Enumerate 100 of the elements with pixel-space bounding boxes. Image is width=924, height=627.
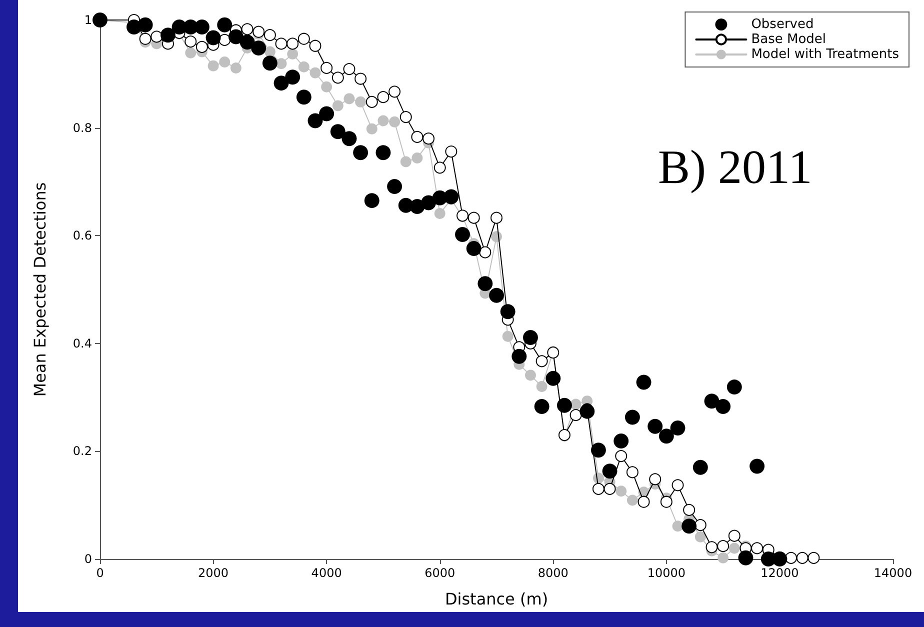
point [230, 62, 242, 74]
point [500, 304, 516, 320]
point [387, 179, 402, 194]
point [672, 520, 684, 532]
point [616, 486, 627, 497]
point [626, 494, 638, 506]
point [649, 473, 662, 486]
x-tick-label: 0 [96, 566, 104, 580]
point [196, 40, 208, 53]
point [489, 288, 504, 303]
y-tick-label: 0.6 [72, 228, 92, 243]
point [344, 93, 355, 104]
point [378, 115, 389, 126]
point [524, 370, 536, 381]
point [287, 48, 298, 60]
point [692, 460, 708, 475]
point [682, 518, 697, 534]
point [308, 113, 323, 128]
x-tick-label: 6000 [424, 566, 456, 580]
point [478, 276, 493, 292]
legend-label: Observed [751, 17, 814, 32]
point [590, 442, 606, 458]
point [738, 550, 754, 566]
point [412, 152, 423, 164]
point [217, 17, 232, 32]
point [252, 26, 265, 38]
point [240, 34, 255, 50]
point [624, 410, 640, 425]
point [310, 67, 321, 78]
point [228, 29, 244, 44]
y-tick-label: 0.4 [72, 336, 92, 350]
point [546, 370, 561, 386]
point [718, 552, 729, 564]
point [298, 61, 310, 72]
point [502, 330, 514, 342]
x-axis-title: Distance (m) [444, 590, 548, 608]
point [466, 241, 482, 256]
point [728, 542, 740, 554]
point [342, 131, 357, 146]
point [376, 145, 391, 160]
y-tick-label: 0 [84, 552, 92, 566]
point [660, 496, 672, 508]
point [355, 96, 366, 108]
point [704, 394, 720, 409]
point [444, 189, 459, 204]
point [389, 116, 400, 128]
point [772, 552, 788, 566]
point [648, 418, 663, 434]
point [570, 398, 582, 410]
y-tick-label: 0.2 [72, 444, 92, 458]
x-tick-label: 2000 [198, 566, 229, 580]
point [262, 56, 278, 71]
point [750, 458, 765, 474]
point [422, 132, 435, 145]
point [208, 60, 219, 72]
point [276, 58, 287, 70]
point [570, 409, 582, 422]
point [536, 381, 548, 392]
point [602, 464, 618, 479]
legend-label: Model with Treatments [751, 47, 900, 62]
point [523, 330, 538, 345]
point [604, 482, 616, 495]
point [726, 380, 742, 395]
point [353, 145, 368, 160]
point [285, 70, 300, 85]
point [694, 531, 706, 542]
point [614, 433, 629, 448]
x-tick-label: 12000 [760, 566, 799, 580]
point [658, 428, 674, 444]
y-axis-title: Mean Expected Detections [30, 182, 50, 397]
point [670, 420, 686, 436]
point [138, 17, 153, 32]
y-tick-label: 0.8 [72, 120, 92, 135]
point [706, 541, 718, 554]
point [455, 227, 470, 242]
point [400, 156, 412, 168]
legend-label: Base Model [751, 32, 826, 47]
point [219, 56, 230, 68]
point [319, 106, 334, 122]
point [332, 100, 344, 112]
point [683, 504, 696, 516]
y-tick-label: 1 [84, 13, 92, 27]
point [185, 47, 196, 58]
point [296, 90, 312, 105]
annotation: B) 2011 [658, 140, 812, 195]
point [534, 398, 550, 414]
x-tick-label: 8000 [538, 566, 568, 580]
x-tick-label: 4000 [311, 566, 342, 580]
point [421, 195, 436, 210]
x-tick-label: 14000 [874, 566, 912, 580]
point [206, 30, 221, 46]
point [580, 404, 595, 419]
point [150, 30, 163, 43]
point [364, 193, 380, 208]
point [434, 208, 446, 219]
point [636, 374, 652, 390]
point [139, 32, 152, 45]
point [251, 40, 266, 56]
point [274, 76, 289, 91]
point [366, 123, 378, 134]
